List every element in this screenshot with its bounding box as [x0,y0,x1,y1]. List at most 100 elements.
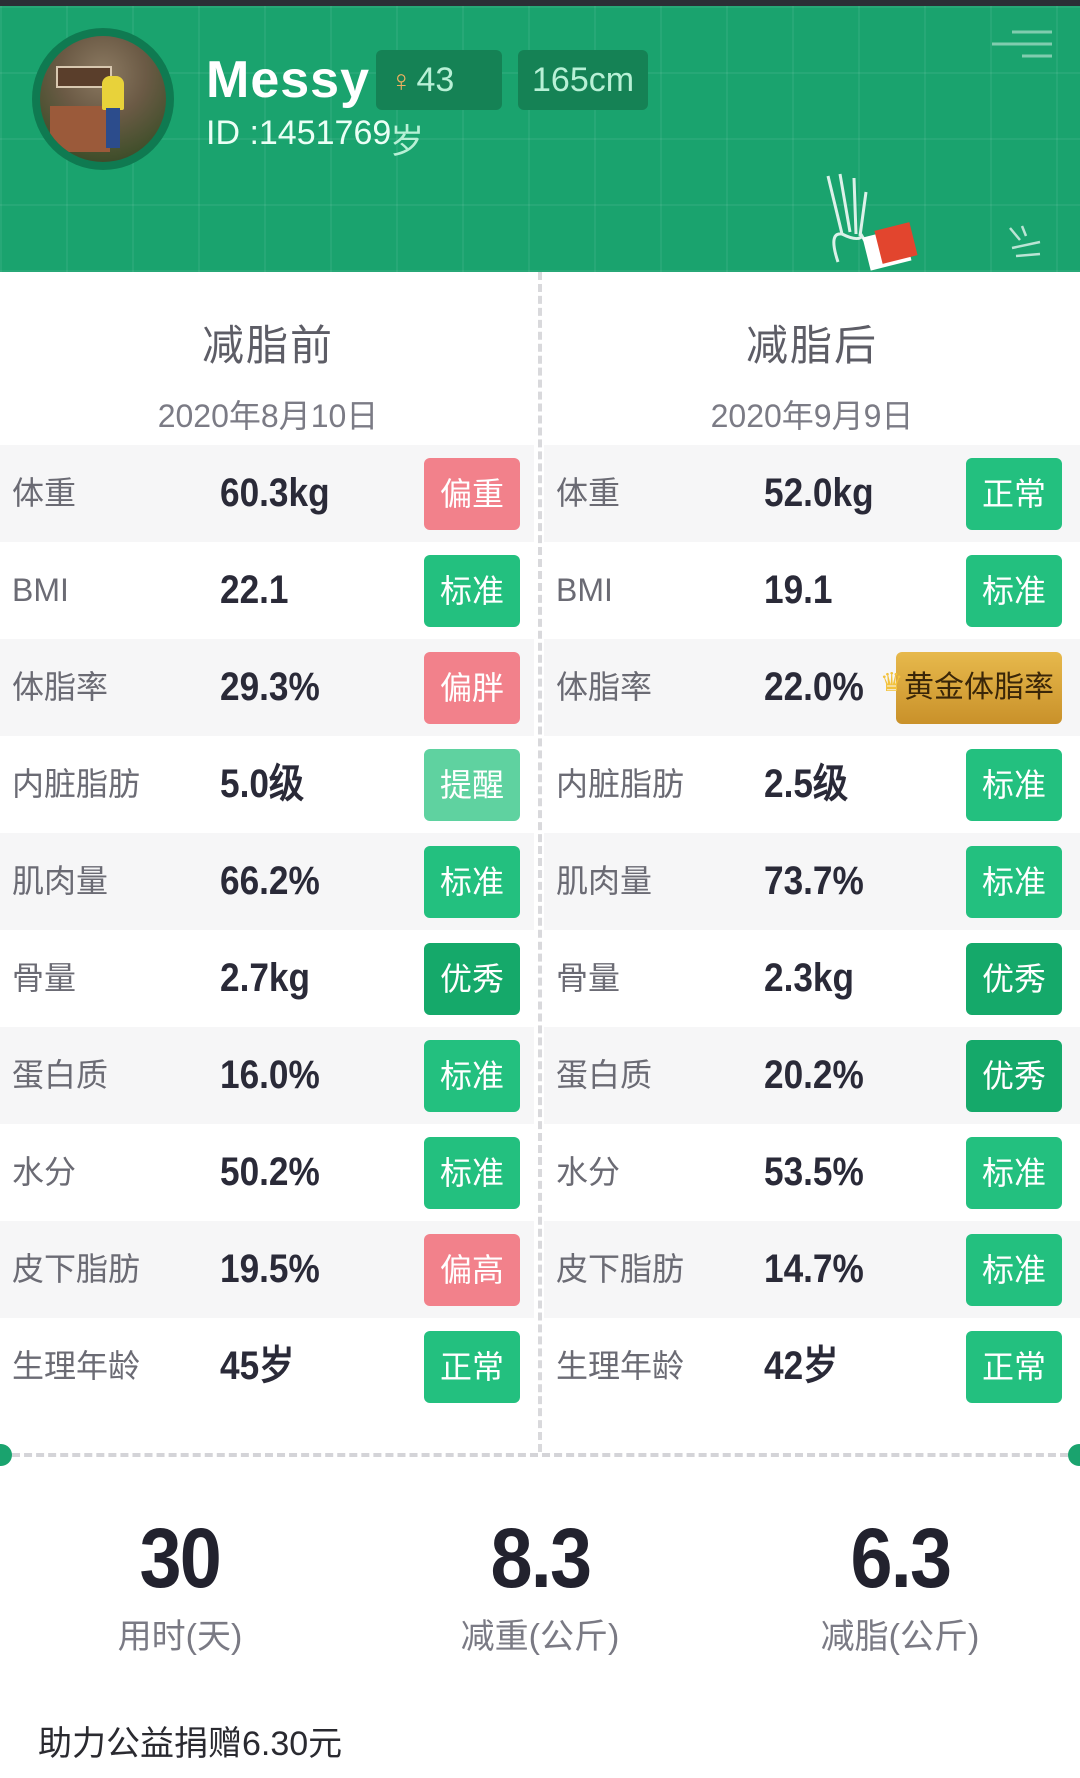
status-badge-label: 偏重 [439,476,504,512]
metric-value: 73.7% [764,859,864,903]
status-badge: 标准 [424,1137,520,1209]
metric-label: 蛋白质 [556,1057,653,1093]
status-badge-label: 标准 [439,864,504,900]
metric-row: 体重 52.0kg 正常 [544,445,1080,542]
status-badge: 标准 [966,1137,1062,1209]
status-badge-label: 偏胖 [439,670,504,706]
status-badge: 标准 [966,1234,1062,1306]
column-divider [538,272,542,1452]
metric-value: 42岁 [764,1344,839,1388]
metric-row: 皮下脂肪 14.7% 标准 [544,1221,1080,1318]
divider-left-dot [0,1444,12,1466]
metric-row: 骨量 2.3kg 优秀 [544,930,1080,1027]
status-badge-label: 黄金体脂率 [904,671,1054,704]
status-badge-label: 标准 [439,1058,504,1094]
summary-divider [12,1453,1068,1457]
metric-label: 体重 [12,475,77,511]
status-badge-label: 提醒 [439,767,504,803]
status-badge-label: 正常 [981,1349,1046,1385]
metric-value: 45岁 [220,1344,295,1388]
donation-text: 助力公益捐赠6.30元 [38,1725,343,1763]
metric-row: 内脏脂肪 2.5级 标准 [544,736,1080,833]
status-badge-label: 标准 [981,573,1046,609]
user-name: Messy [206,51,370,109]
status-badge: 标准 [966,555,1062,627]
metric-row: 体脂率 22.0% 黄金体脂率 ♛ [544,639,1080,736]
metric-label: 内脏脂肪 [556,766,685,802]
metric-label: 体脂率 [556,669,653,705]
status-badge-label: 正常 [981,476,1046,512]
stat-days-value: 30 [139,1511,222,1605]
status-badge: 优秀 [966,943,1062,1015]
before-date: 2020年8月10日 [157,398,379,434]
status-badge: 偏胖 [424,652,520,724]
before-metrics-table: 体重 60.3kg 偏重 BMI 22.1 标准 体脂率 29.3% 偏胖 内脏脂肪 5.0级 提醒肌… [0,445,534,1415]
after-date: 2020年9月9日 [710,398,914,434]
metric-row: 水分 53.5% 标准 [544,1124,1080,1221]
metric-row: 体脂率 29.3% 偏胖 [0,639,534,736]
status-badge: 优秀 [966,1040,1062,1112]
status-badge: 标准 [424,555,520,627]
metric-row: 内脏脂肪 5.0级 提醒 [0,736,534,833]
metric-label: 水分 [12,1154,77,1190]
stat-days: 30 用时(天) [30,1510,330,1658]
metric-value: 66.2% [220,859,320,903]
status-badge: 标准 [966,749,1062,821]
metric-row: 肌肉量 66.2% 标准 [0,833,534,930]
metric-row: BMI 19.1 标准 [544,542,1080,639]
metric-label: 皮下脂肪 [12,1251,141,1287]
stat-weight-loss: 8.3 减重(公斤) [390,1510,690,1658]
metric-value: 22.0% [764,665,864,709]
metric-value: 20.2% [764,1053,864,1097]
status-badge: 正常 [424,1331,520,1403]
stat-fat-loss-label: 减脂(公斤) [820,1618,980,1656]
status-badge: 正常 [966,1331,1062,1403]
metric-value: 53.5% [764,1150,864,1194]
stat-weight-loss-label: 减重(公斤) [460,1618,620,1656]
status-badge: 偏高 [424,1234,520,1306]
crown-icon: ♛ [880,667,904,697]
metric-row: 皮下脂肪 19.5% 偏高 [0,1221,534,1318]
after-metrics-table: 体重 52.0kg 正常 BMI 19.1 标准 体脂率 22.0% 黄金体脂率 ♛ 内脏脂肪 2.5… [544,445,1080,1415]
status-badge: 标准 [424,1040,520,1112]
hand-with-book-icon [826,173,918,271]
avatar[interactable] [32,28,174,170]
metric-value: 2.5级 [764,762,849,806]
after-title: 减脂后 [745,322,878,369]
stat-fat-loss-value: 6.3 [850,1511,951,1605]
metric-label: 内脏脂肪 [12,766,141,802]
metric-row: 体重 60.3kg 偏重 [0,445,534,542]
metric-value: 60.3kg [220,471,330,515]
metric-value: 19.5% [220,1247,320,1291]
status-badge-label: 优秀 [981,1058,1046,1094]
status-badge: 正常 [966,458,1062,530]
status-badge-label: 标准 [981,864,1046,900]
avatar-photo [40,36,166,162]
female-icon: ♀ [390,65,413,98]
status-badge: 偏重 [424,458,520,530]
status-badge: 优秀 [424,943,520,1015]
metric-row: 蛋白质 20.2% 优秀 [544,1027,1080,1124]
status-badge: 标准 [424,846,520,918]
metric-label: 骨量 [12,960,77,996]
stat-days-label: 用时(天) [117,1618,243,1656]
metric-row: 骨量 2.7kg 优秀 [0,930,534,1027]
metric-value: 52.0kg [764,471,874,515]
status-badge-label: 偏高 [439,1252,504,1288]
age-value: 43岁 [390,61,455,161]
metric-row: 水分 50.2% 标准 [0,1124,534,1221]
metric-value: 16.0% [220,1053,320,1097]
status-badge-label: 标准 [981,1155,1046,1191]
before-column-header: 减脂前 2020年8月10日 [68,312,468,437]
metric-value: 19.1 [764,568,833,612]
after-column-header: 减脂后 2020年9月9日 [612,312,1012,437]
profile-header: Messy ID :1451769 ♀ 43岁 165cm [0,6,1080,272]
metric-label: 水分 [556,1154,621,1190]
height-chip: 165cm [518,50,648,110]
status-badge-label: 标准 [439,1155,504,1191]
before-title: 减脂前 [201,322,334,369]
metric-label: 皮下脂肪 [556,1251,685,1287]
metric-row: 蛋白质 16.0% 标准 [0,1027,534,1124]
status-bar-strip [0,0,1080,6]
status-badge-label: 正常 [439,1349,504,1385]
